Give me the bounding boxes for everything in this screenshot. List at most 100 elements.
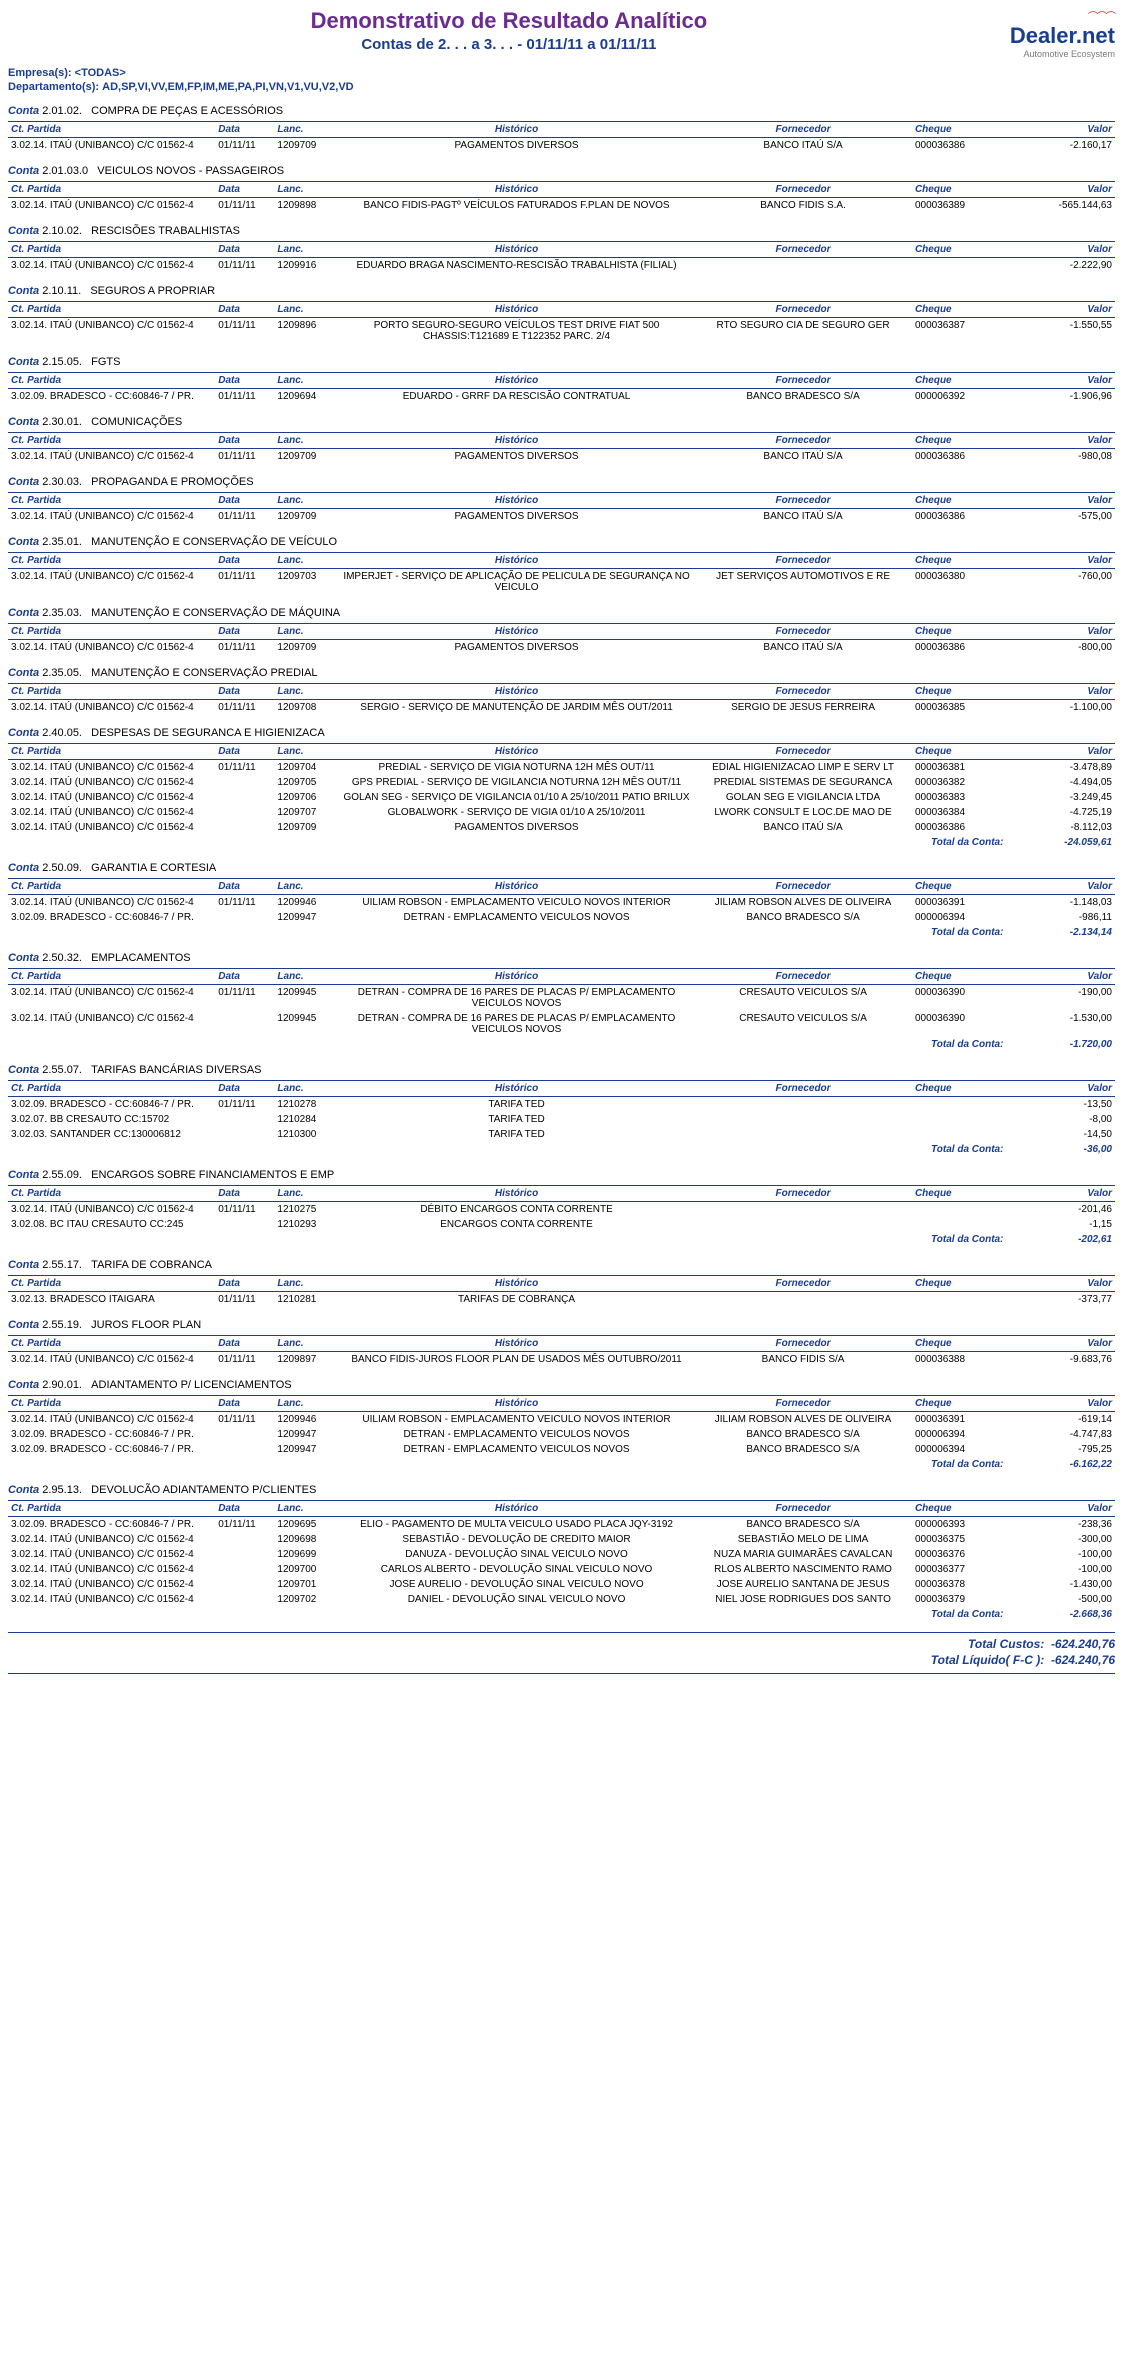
cell-hist: TARIFAS DE COBRANÇA: [339, 1292, 694, 1308]
table-row: 3.02.03. SANTANDER CC:130006812 1210300 …: [8, 1127, 1115, 1142]
grand-totals: Total Custos: -624.240,76 Total Líquido(…: [8, 1632, 1115, 1667]
col-header-forn: Fornecedor: [694, 1081, 912, 1097]
col-header-data: Data: [215, 1081, 274, 1097]
data-table: Ct. Partida Data Lanc. Histórico Fornece…: [8, 1395, 1115, 1472]
cell-lanc: 1209946: [274, 895, 338, 911]
data-table: Ct. Partida Data Lanc. Histórico Fornece…: [8, 492, 1115, 524]
cell-partida: 3.02.14. ITAÚ (UNIBANCO) C/C 01562-4: [8, 760, 215, 776]
data-table: Ct. Partida Data Lanc. Histórico Fornece…: [8, 743, 1115, 850]
table-row: 3.02.14. ITAÚ (UNIBANCO) C/C 01562-4 01/…: [8, 569, 1115, 596]
cell-data: 01/11/11: [215, 509, 274, 525]
conta-code: 2.10.11. SEGUROS A PROPRIAR: [42, 285, 215, 297]
cell-cheque: [912, 1127, 1014, 1142]
cell-cheque: 000036380: [912, 569, 1014, 596]
cell-partida: 3.02.09. BRADESCO - CC:60846-7 / PR.: [8, 1442, 215, 1457]
conta-heading: Conta 2.50.09. GARANTIA E CORTESIA: [8, 862, 1115, 874]
conta-code: 2.50.09. GARANTIA E CORTESIA: [42, 862, 216, 874]
col-header-data: Data: [215, 744, 274, 760]
cell-lanc: 1209945: [274, 985, 338, 1012]
cell-cheque: 000006393: [912, 1517, 1014, 1533]
cell-valor: -190,00: [1013, 985, 1115, 1012]
conta-label: Conta: [8, 1064, 39, 1076]
cell-forn: BANCO BRADESCO S/A: [694, 1442, 912, 1457]
total-row: Total da Conta: -24.059,61: [8, 835, 1115, 850]
cell-forn: BANCO FIDIS S.A.: [694, 198, 912, 214]
conta-code: 2.15.05. FGTS: [42, 356, 120, 368]
data-table: Ct. Partida Data Lanc. Histórico Fornece…: [8, 301, 1115, 344]
col-header-hist: Histórico: [339, 1396, 694, 1412]
total-row: Total da Conta: -1.720,00: [8, 1037, 1115, 1052]
cell-data: [215, 1562, 274, 1577]
cell-lanc: 1209705: [274, 775, 338, 790]
cell-cheque: [912, 1112, 1014, 1127]
cell-lanc: 1209694: [274, 389, 338, 405]
cell-data: 01/11/11: [215, 449, 274, 465]
cell-partida: 3.02.14. ITAÚ (UNIBANCO) C/C 01562-4: [8, 138, 215, 154]
total-conta-label: Total da Conta:: [8, 1142, 1013, 1157]
cell-cheque: 000036388: [912, 1352, 1014, 1368]
col-header-data: Data: [215, 182, 274, 198]
col-header-partida: Ct. Partida: [8, 373, 215, 389]
col-header-partida: Ct. Partida: [8, 969, 215, 985]
cell-data: [215, 1217, 274, 1232]
cell-data: 01/11/11: [215, 1202, 274, 1218]
data-table: Ct. Partida Data Lanc. Histórico Fornece…: [8, 968, 1115, 1052]
col-header-data: Data: [215, 433, 274, 449]
cell-lanc: 1209699: [274, 1547, 338, 1562]
filters-block: Empresa(s): <TODAS> Departamento(s): AD,…: [8, 67, 1115, 93]
col-header-valor: Valor: [1013, 1336, 1115, 1352]
table-row: 3.02.07. BB CRESAUTO CC:15702 1210284 TA…: [8, 1112, 1115, 1127]
cell-forn: NIEL JOSE RODRIGUES DOS SANTO: [694, 1592, 912, 1607]
cell-hist: TARIFA TED: [339, 1127, 694, 1142]
data-table: Ct. Partida Data Lanc. Histórico Fornece…: [8, 241, 1115, 273]
table-row: 3.02.09. BRADESCO - CC:60846-7 / PR. 120…: [8, 1427, 1115, 1442]
col-header-lanc: Lanc.: [274, 879, 338, 895]
col-header-hist: Histórico: [339, 1276, 694, 1292]
cell-cheque: 000036386: [912, 640, 1014, 656]
cell-forn: GOLAN SEG E VIGILANCIA LTDA: [694, 790, 912, 805]
cell-partida: 3.02.14. ITAÚ (UNIBANCO) C/C 01562-4: [8, 775, 215, 790]
col-header-cheque: Cheque: [912, 1081, 1014, 1097]
table-row: 3.02.14. ITAÚ (UNIBANCO) C/C 01562-4 01/…: [8, 985, 1115, 1012]
col-header-partida: Ct. Partida: [8, 302, 215, 318]
cell-hist: PREDIAL - SERVIÇO DE VIGIA NOTURNA 12H M…: [339, 760, 694, 776]
conta-label: Conta: [8, 952, 39, 964]
report-subtitle: Contas de 2. . . a 3. . . - 01/11/11 a 0…: [8, 36, 1010, 53]
col-header-cheque: Cheque: [912, 433, 1014, 449]
cell-valor: -4.725,19: [1013, 805, 1115, 820]
cell-forn: BANCO BRADESCO S/A: [694, 389, 912, 405]
col-header-partida: Ct. Partida: [8, 879, 215, 895]
cell-partida: 3.02.14. ITAÚ (UNIBANCO) C/C 01562-4: [8, 700, 215, 716]
col-header-hist: Histórico: [339, 1501, 694, 1517]
cell-hist: UILIAM ROBSON - EMPLACAMENTO VEICULO NOV…: [339, 895, 694, 911]
cell-lanc: 1209703: [274, 569, 338, 596]
conta-label: Conta: [8, 1259, 39, 1271]
conta-label: Conta: [8, 536, 39, 548]
conta-heading: Conta 2.10.11. SEGUROS A PROPRIAR: [8, 285, 1115, 297]
col-header-hist: Histórico: [339, 433, 694, 449]
col-header-partida: Ct. Partida: [8, 1336, 215, 1352]
conta-heading: Conta 2.55.07. TARIFAS BANCÁRIAS DIVERSA…: [8, 1064, 1115, 1076]
col-header-data: Data: [215, 122, 274, 138]
cell-data: 01/11/11: [215, 1097, 274, 1113]
cell-data: 01/11/11: [215, 258, 274, 274]
cell-partida: 3.02.07. BB CRESAUTO CC:15702: [8, 1112, 215, 1127]
conta-code: 2.01.03.0 VEICULOS NOVOS - PASSAGEIROS: [42, 165, 284, 177]
col-header-valor: Valor: [1013, 122, 1115, 138]
logo-subtext: Automotive Ecosystem: [1010, 49, 1115, 59]
cell-partida: 3.02.09. BRADESCO - CC:60846-7 / PR.: [8, 910, 215, 925]
cell-forn: JILIAM ROBSON ALVES DE OLIVEIRA: [694, 1412, 912, 1428]
table-row: 3.02.14. ITAÚ (UNIBANCO) C/C 01562-4 01/…: [8, 1352, 1115, 1368]
cell-lanc: 1209708: [274, 700, 338, 716]
cell-forn: RTO SEGURO CIA DE SEGURO GER: [694, 318, 912, 345]
col-header-data: Data: [215, 1276, 274, 1292]
cell-lanc: 1209896: [274, 318, 338, 345]
conta-label: Conta: [8, 727, 39, 739]
cell-cheque: [912, 1292, 1014, 1308]
cell-partida: 3.02.14. ITAÚ (UNIBANCO) C/C 01562-4: [8, 509, 215, 525]
cell-cheque: 000036385: [912, 700, 1014, 716]
cell-cheque: 000036386: [912, 138, 1014, 154]
col-header-cheque: Cheque: [912, 624, 1014, 640]
cell-valor: -4.747,83: [1013, 1427, 1115, 1442]
conta-heading: Conta 2.30.03. PROPAGANDA E PROMOÇÕES: [8, 476, 1115, 488]
